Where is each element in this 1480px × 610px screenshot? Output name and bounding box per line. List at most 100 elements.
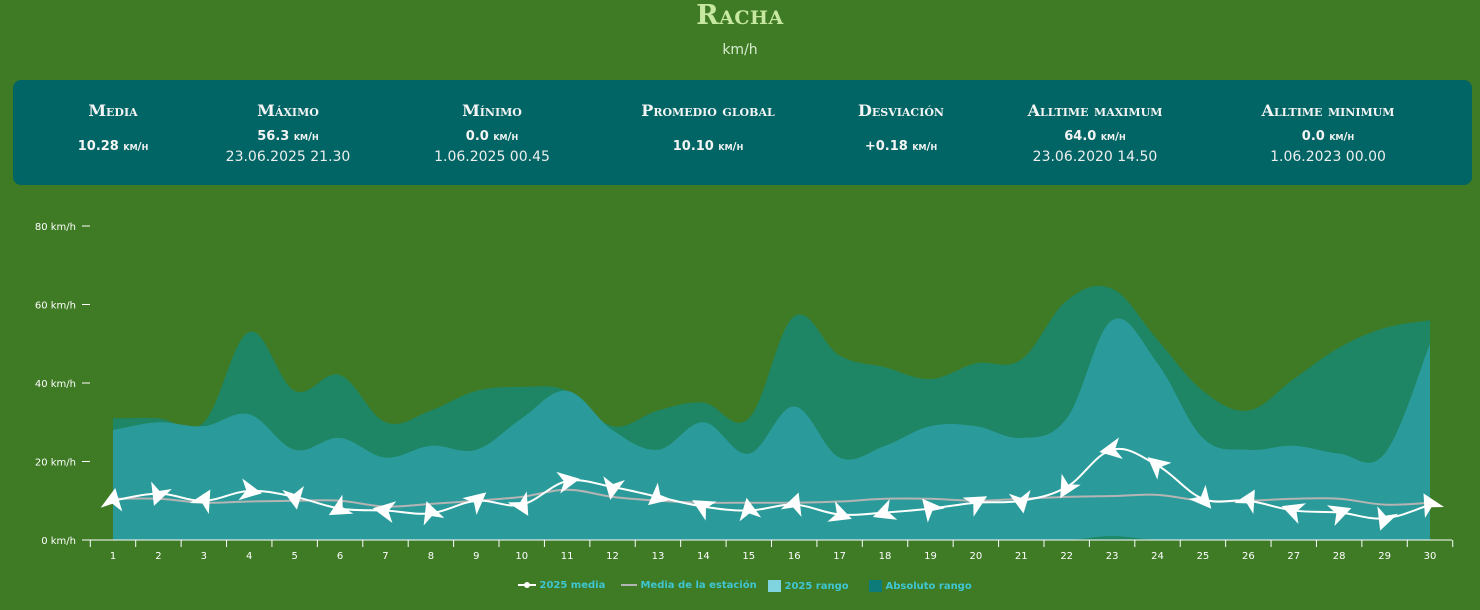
x-tick-label: 5 xyxy=(291,551,297,562)
range-2025-area xyxy=(113,318,1430,541)
x-tick-label: 7 xyxy=(382,551,388,562)
stat-label: Máximo xyxy=(257,101,319,120)
wind-direction-marker xyxy=(1099,437,1123,459)
wind-direction-marker xyxy=(189,489,211,515)
y-tick-label: 60 km/h xyxy=(35,301,76,312)
wind-direction-marker xyxy=(1060,473,1081,499)
x-tick-label: 24 xyxy=(1151,551,1164,562)
arrow-icon xyxy=(692,500,717,521)
wind-direction-marker xyxy=(780,492,802,517)
stat-value: 10.10 km/h xyxy=(672,139,744,154)
legend-2025-rango[interactable]: 2025 rango xyxy=(768,580,849,592)
arrow-icon xyxy=(151,481,172,506)
wind-direction-marker xyxy=(827,501,852,522)
wind-direction-marker xyxy=(1188,484,1212,509)
x-tick-label: 29 xyxy=(1378,551,1391,562)
y-tick-label: 20 km/h xyxy=(35,458,76,469)
line-icon xyxy=(621,584,637,586)
wind-direction-marker xyxy=(1326,505,1352,526)
stat-label: Promedio global xyxy=(641,101,775,120)
stat-value: 10.28 km/h xyxy=(77,139,149,154)
wind-direction-marker xyxy=(282,486,304,510)
stat-date: 1.06.2023 00.00 xyxy=(1270,149,1386,165)
arrow-icon xyxy=(100,487,123,512)
wind-direction-marker xyxy=(151,481,172,506)
legend-2025-media[interactable]: 2025 media xyxy=(518,580,605,591)
stat-label: Mínimo xyxy=(462,101,522,120)
x-tick-label: 27 xyxy=(1287,551,1300,562)
x-tick-label: 15 xyxy=(742,551,755,562)
x-tick-label: 26 xyxy=(1242,551,1255,562)
wind-direction-marker xyxy=(423,501,445,526)
x-tick-label: 20 xyxy=(969,551,982,562)
arrow-icon xyxy=(827,501,852,522)
stat-date: 23.06.2020 14.50 xyxy=(1032,149,1158,165)
square-swatch-icon xyxy=(869,580,882,592)
legend-absoluto-rango[interactable]: Absoluto rango xyxy=(869,580,972,592)
x-tick-label: 6 xyxy=(337,551,343,562)
stat-date: 1.06.2025 00.45 xyxy=(434,149,550,165)
arrow-icon xyxy=(648,482,672,506)
arrow-icon xyxy=(282,486,304,510)
stat-date: 23.06.2025 21.30 xyxy=(225,149,351,165)
x-tick-label: 16 xyxy=(788,551,801,562)
x-tick-label: 3 xyxy=(201,551,207,562)
wind-direction-marker xyxy=(1008,489,1031,514)
x-tick-label: 23 xyxy=(1106,551,1119,562)
arrow-icon xyxy=(1147,457,1172,480)
x-tick-label: 12 xyxy=(606,551,619,562)
stats-panel: Media 10.28 km/h Máximo 56.3 km/h 23.06.… xyxy=(13,80,1472,185)
stat-value: 64.0 km/h xyxy=(1064,129,1126,144)
x-tick-label: 13 xyxy=(652,551,665,562)
arrow-icon xyxy=(872,499,898,520)
chart-subtitle: km/h xyxy=(722,42,758,58)
arrow-icon xyxy=(462,492,487,515)
wind-direction-marker xyxy=(962,496,988,517)
arrow-icon xyxy=(423,501,445,526)
x-tick-label: 1 xyxy=(110,551,116,562)
square-swatch-icon xyxy=(768,580,781,592)
wind-direction-marker xyxy=(100,487,123,512)
arrow-icon xyxy=(1423,493,1445,518)
arrow-icon xyxy=(922,498,945,523)
arrow-icon xyxy=(1188,484,1212,509)
arrow-icon xyxy=(1326,505,1352,526)
wind-direction-marker xyxy=(1423,493,1445,518)
arrow-icon xyxy=(238,478,263,501)
wind-direction-marker xyxy=(648,482,672,506)
x-tick-label: 11 xyxy=(561,551,574,562)
x-tick-label: 10 xyxy=(515,551,528,562)
x-tick-label: 28 xyxy=(1333,551,1346,562)
x-tick-label: 18 xyxy=(879,551,892,562)
wind-direction-marker xyxy=(556,471,580,494)
stat-value: +0.18 km/h xyxy=(864,139,938,154)
y-tick-label: 40 km/h xyxy=(35,379,76,390)
x-tick-label: 4 xyxy=(246,551,252,562)
arrow-icon xyxy=(189,489,211,515)
chart-title: Racha xyxy=(696,0,784,31)
arrow-icon xyxy=(1060,473,1081,499)
arrow-icon xyxy=(780,492,802,517)
wind-direction-marker xyxy=(922,498,945,523)
x-tick-label: 2 xyxy=(155,551,161,562)
x-tick-label: 21 xyxy=(1015,551,1028,562)
wind-direction-marker xyxy=(692,500,717,521)
arrow-icon xyxy=(1377,506,1399,531)
x-tick-label: 22 xyxy=(1060,551,1073,562)
x-tick-label: 17 xyxy=(833,551,846,562)
wind-direction-marker xyxy=(462,492,487,515)
chart-area: 0 km/h20 km/h40 km/h60 km/h80 km/h1 2 3 4 5 6… xyxy=(35,222,1454,562)
arrow-icon xyxy=(507,491,529,516)
stat-value: 0.0 km/h xyxy=(1301,129,1355,144)
x-tick-label: 30 xyxy=(1424,551,1437,562)
arrow-icon xyxy=(1008,489,1031,514)
stat-value: 0.0 km/h xyxy=(465,129,519,144)
legend-media-estacion[interactable]: Media de la estación xyxy=(621,580,757,591)
wind-direction-marker xyxy=(603,476,625,500)
arrow-icon xyxy=(372,501,397,523)
arrow-icon xyxy=(1099,437,1123,459)
wind-direction-marker xyxy=(872,499,898,520)
wind-direction-marker xyxy=(1281,503,1306,524)
arrow-icon xyxy=(1281,503,1306,524)
stat-label: Media xyxy=(88,101,138,120)
